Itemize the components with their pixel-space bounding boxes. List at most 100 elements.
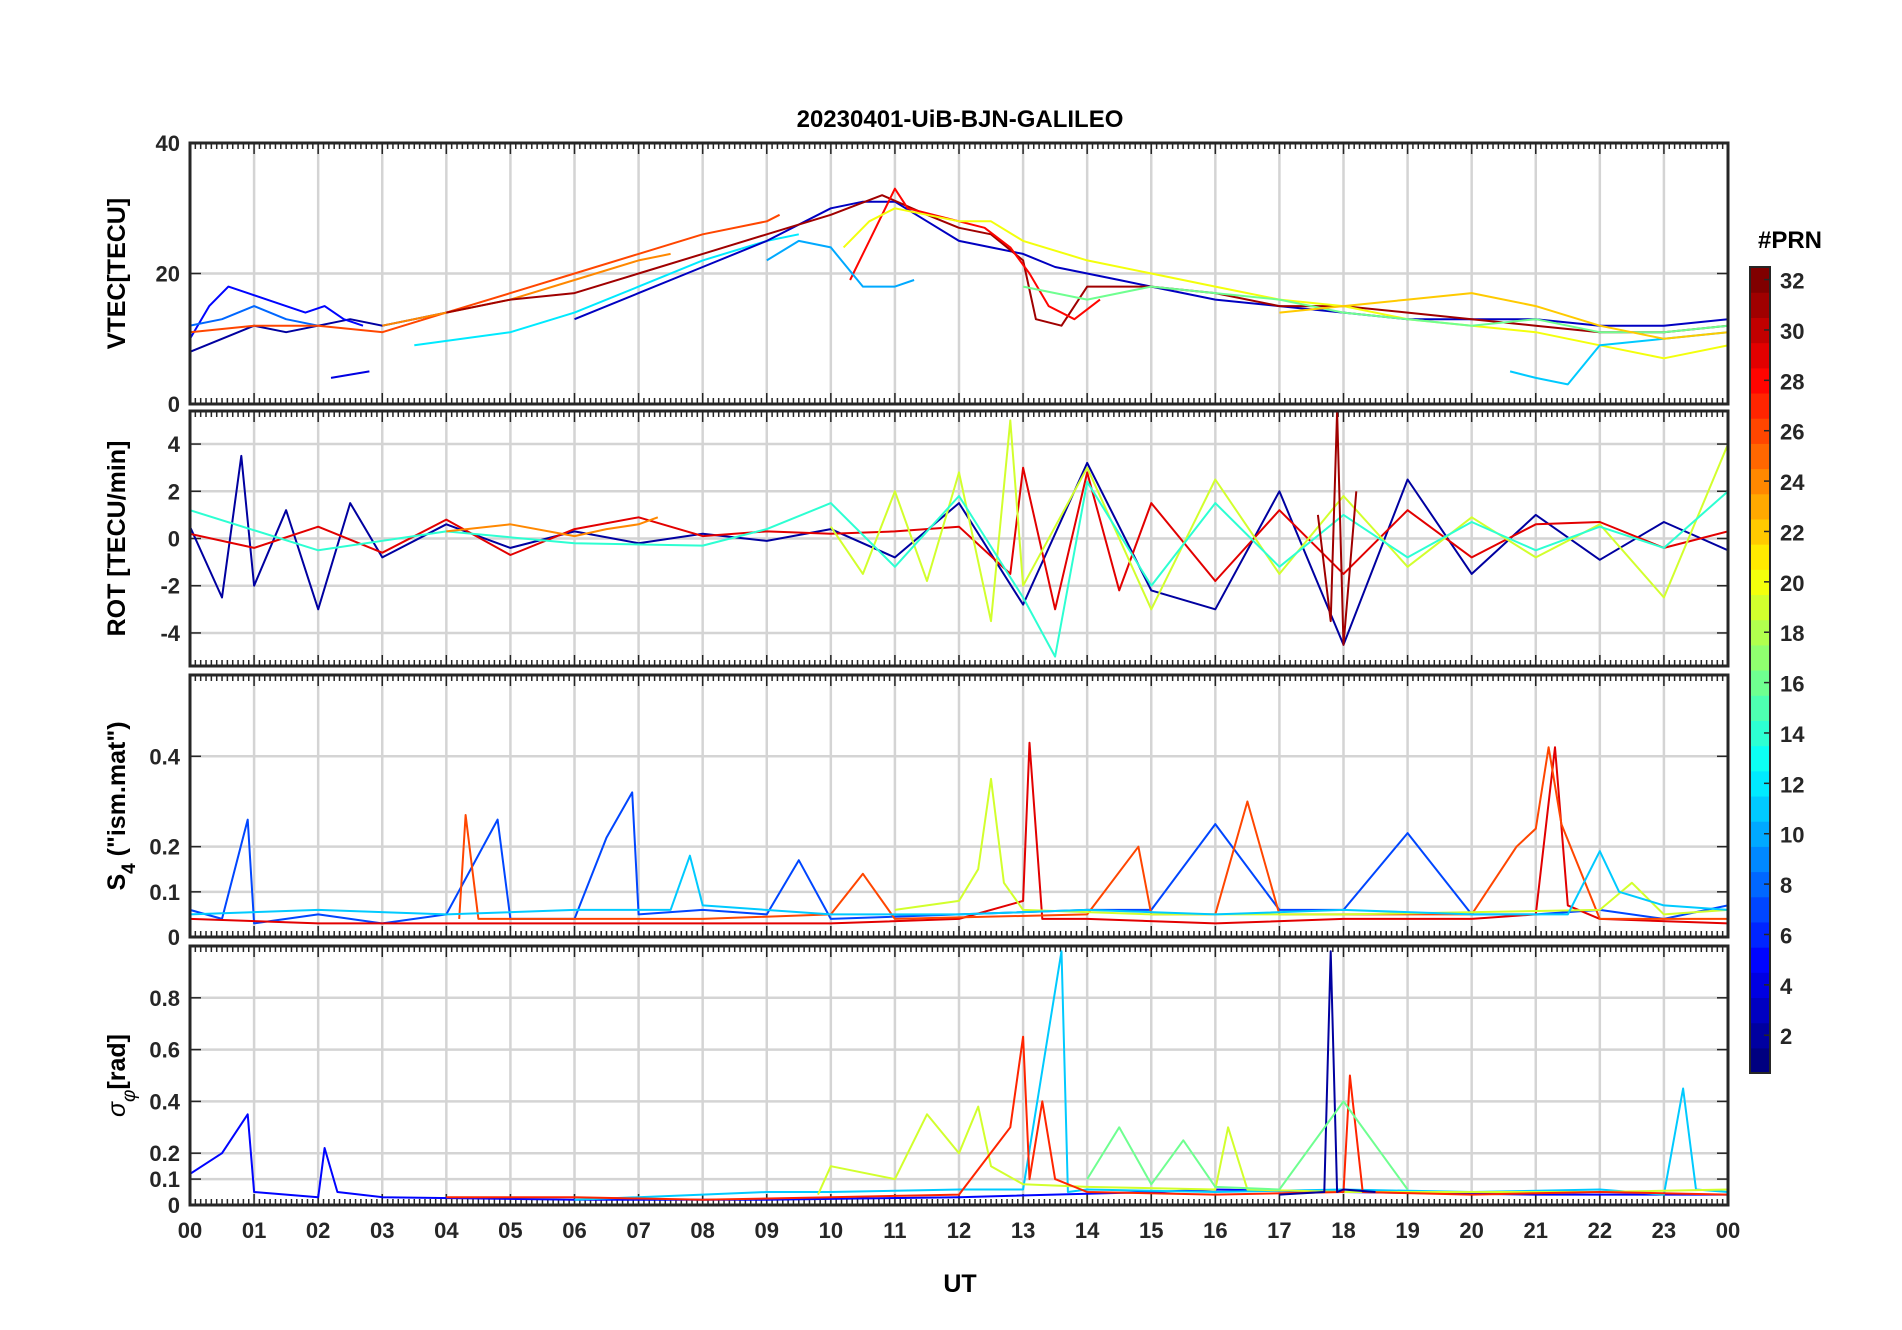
y-axis-label-sub: 4 (119, 863, 140, 874)
x-tick-label: 22 (1588, 1218, 1612, 1243)
colorbar-segment (1750, 997, 1770, 1024)
y-axis-label-main: σ (103, 1101, 131, 1117)
y-axis-label-sub: φ (119, 1090, 140, 1102)
x-tick-label: 09 (755, 1218, 779, 1243)
colorbar-segment (1750, 695, 1770, 721)
y-tick-label: 40 (156, 131, 180, 156)
colorbar-tick-label: 32 (1780, 269, 1804, 294)
y-axis-label: σφ[rad] (103, 1034, 140, 1117)
colorbar-segment (1750, 443, 1770, 470)
x-tick-label: 01 (242, 1218, 266, 1243)
series-prn-2 (190, 454, 1728, 646)
colorbar-segment (1750, 770, 1770, 797)
series-prn-5 (190, 285, 364, 340)
colorbar-segment (1750, 871, 1770, 898)
colorbar-segment (1750, 745, 1770, 772)
x-tick-label: 12 (947, 1218, 971, 1243)
colorbar-segment (1750, 821, 1770, 847)
series-prn-31 (446, 194, 1728, 334)
x-tick-label: 14 (1075, 1218, 1100, 1243)
y-tick-label: 0 (168, 1193, 180, 1218)
series-prn-24 (446, 516, 659, 538)
series-prn-29 (190, 466, 1728, 611)
y-tick-label: 0.2 (149, 1141, 180, 1166)
x-tick-label: 00 (1716, 1218, 1740, 1243)
colorbar-segment (1750, 544, 1770, 570)
y-axis-label-main: S (103, 874, 131, 891)
series-prn-19 (894, 777, 1728, 916)
x-tick-label: 02 (306, 1218, 330, 1243)
colorbar-segment (1750, 569, 1770, 596)
series-group (190, 950, 1728, 1201)
series-prn-16 (1022, 285, 1728, 334)
colorbar-tick-label: 20 (1780, 571, 1804, 596)
colorbar-tick-label: 16 (1780, 672, 1804, 697)
y-tick-label: 0.8 (149, 986, 180, 1011)
colorbar-segment (1750, 367, 1770, 394)
x-tick-label: 03 (370, 1218, 394, 1243)
y-axis-label-rest: [rad] (103, 1034, 131, 1090)
colorbar-segment (1750, 921, 1770, 948)
series-prn-4 (330, 370, 370, 379)
colorbar-segment (1750, 619, 1770, 646)
series-prn-26 (190, 213, 781, 334)
x-tick-label: 15 (1139, 1218, 1163, 1243)
series-prn-10 (766, 239, 915, 288)
series-prn-11 (574, 950, 1728, 1201)
y-axis-label-rest: ("ism.mat") (103, 721, 131, 863)
series-prn-7 (190, 791, 1728, 925)
colorbar-segment (1750, 594, 1770, 621)
series-prn-3 (574, 200, 1728, 327)
series-prn-24 (382, 252, 671, 327)
series-prn-20 (842, 207, 1728, 360)
x-tick-label: 13 (1011, 1218, 1035, 1243)
x-axis-label: UT (943, 1270, 976, 1298)
y-axis-label: ROT [TECU/min] (103, 441, 131, 637)
colorbar-tick-label: 12 (1780, 772, 1804, 797)
colorbar-tick-label: 30 (1780, 319, 1804, 344)
axes-frame (188, 141, 1730, 406)
y-tick-label: 0 (168, 392, 180, 417)
colorbar-tick-label: 10 (1780, 823, 1804, 848)
panel-2: 4 2 0 -2 -4 ROT [TECU/min] (103, 409, 1730, 668)
x-tick-label: 04 (434, 1218, 459, 1243)
colorbar-tick-label: 26 (1780, 420, 1804, 445)
x-tick-label: 10 (819, 1218, 843, 1243)
series-prn-29 (190, 741, 1728, 925)
colorbar-tick-label: 6 (1780, 923, 1792, 948)
colorbar-frame (1749, 266, 1771, 1074)
x-tick-label: 07 (626, 1218, 650, 1243)
colorbar-segment (1750, 418, 1770, 444)
series-group (190, 187, 1728, 386)
x-tick-label: 05 (498, 1218, 522, 1243)
colorbar-segment (1750, 267, 1770, 293)
chart-title: 20230401-UiB-BJN-GALILEO (797, 106, 1124, 133)
colorbar-tick-label: 14 (1780, 722, 1805, 747)
colorbar-title: #PRN (1758, 227, 1822, 254)
colorbar-tick-label: 8 (1780, 873, 1792, 898)
series-prn-22 (1279, 292, 1728, 340)
y-axis-label: S4 ("ism.mat") (103, 721, 140, 890)
axes-frame (188, 409, 1730, 668)
y-tick-label: 0.1 (149, 1167, 180, 1192)
series-prn-28 (849, 187, 1101, 321)
series-prn-19 (829, 419, 1728, 623)
colorbar-segment (1750, 670, 1770, 696)
colorbar-segment (1750, 1022, 1770, 1049)
x-tick-label: 17 (1267, 1218, 1291, 1243)
x-tick-label: 20 (1459, 1218, 1483, 1243)
series-prn-8 (190, 305, 319, 327)
x-tick-label: 21 (1524, 1218, 1548, 1243)
colorbar-tick-label: 4 (1780, 974, 1793, 999)
x-tick-label: 06 (562, 1218, 586, 1243)
colorbar-tick-label: 22 (1780, 520, 1804, 545)
colorbar-tick-label: 28 (1780, 369, 1804, 394)
colorbar-segment (1750, 468, 1770, 495)
colorbar-tick-label: 18 (1780, 621, 1804, 646)
series-prn-19 (817, 1105, 1728, 1196)
x-tick-label: 19 (1395, 1218, 1419, 1243)
series-prn-16 (1086, 1100, 1409, 1191)
panel-4: 00.10.2 0.4 0.6 0.8 σφ[rad] 00 01 02 03 04 05 06 07 0… (103, 944, 1740, 1243)
series-prn-2 (1279, 950, 1376, 1196)
y-axis-label: VTEC[TECU] (103, 198, 131, 349)
